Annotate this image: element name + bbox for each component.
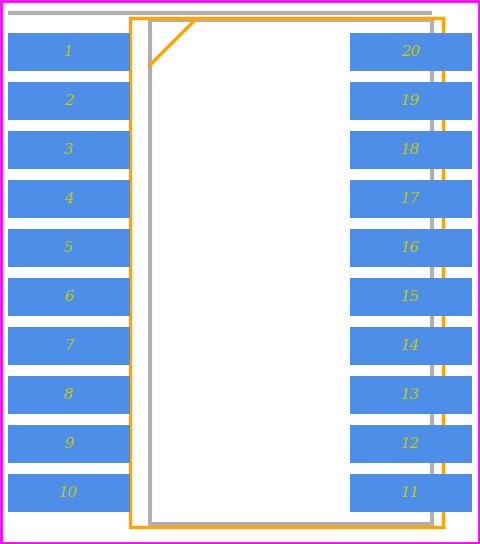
Bar (150, 20, 432, 524)
Bar (8, 376, 130, 414)
Bar (8, 33, 130, 71)
Text: 20: 20 (401, 45, 421, 59)
Text: 4: 4 (64, 192, 74, 206)
Bar (350, 82, 472, 120)
Bar (8, 82, 130, 120)
Bar (350, 327, 472, 365)
Bar (350, 474, 472, 512)
Text: 5: 5 (64, 241, 74, 255)
Bar (130, 18, 443, 527)
Bar (350, 278, 472, 316)
Text: 13: 13 (401, 388, 421, 402)
Text: 8: 8 (64, 388, 74, 402)
Text: 16: 16 (401, 241, 421, 255)
Text: 2: 2 (64, 94, 74, 108)
Text: 15: 15 (401, 290, 421, 304)
Text: 12: 12 (401, 437, 421, 451)
Bar (350, 376, 472, 414)
Bar (350, 425, 472, 463)
Text: 6: 6 (64, 290, 74, 304)
Bar (8, 474, 130, 512)
Bar (8, 180, 130, 218)
Text: 7: 7 (64, 339, 74, 353)
Text: 10: 10 (59, 486, 79, 500)
Bar (8, 278, 130, 316)
Bar (350, 131, 472, 169)
Bar (350, 229, 472, 267)
Text: 9: 9 (64, 437, 74, 451)
Text: 18: 18 (401, 143, 421, 157)
Text: 11: 11 (401, 486, 421, 500)
Text: 3: 3 (64, 143, 74, 157)
Text: 17: 17 (401, 192, 421, 206)
Bar (350, 33, 472, 71)
Text: 19: 19 (401, 94, 421, 108)
Bar (350, 180, 472, 218)
Bar (8, 327, 130, 365)
Bar (8, 229, 130, 267)
Text: 1: 1 (64, 45, 74, 59)
Text: 14: 14 (401, 339, 421, 353)
Bar (8, 131, 130, 169)
Bar (8, 425, 130, 463)
